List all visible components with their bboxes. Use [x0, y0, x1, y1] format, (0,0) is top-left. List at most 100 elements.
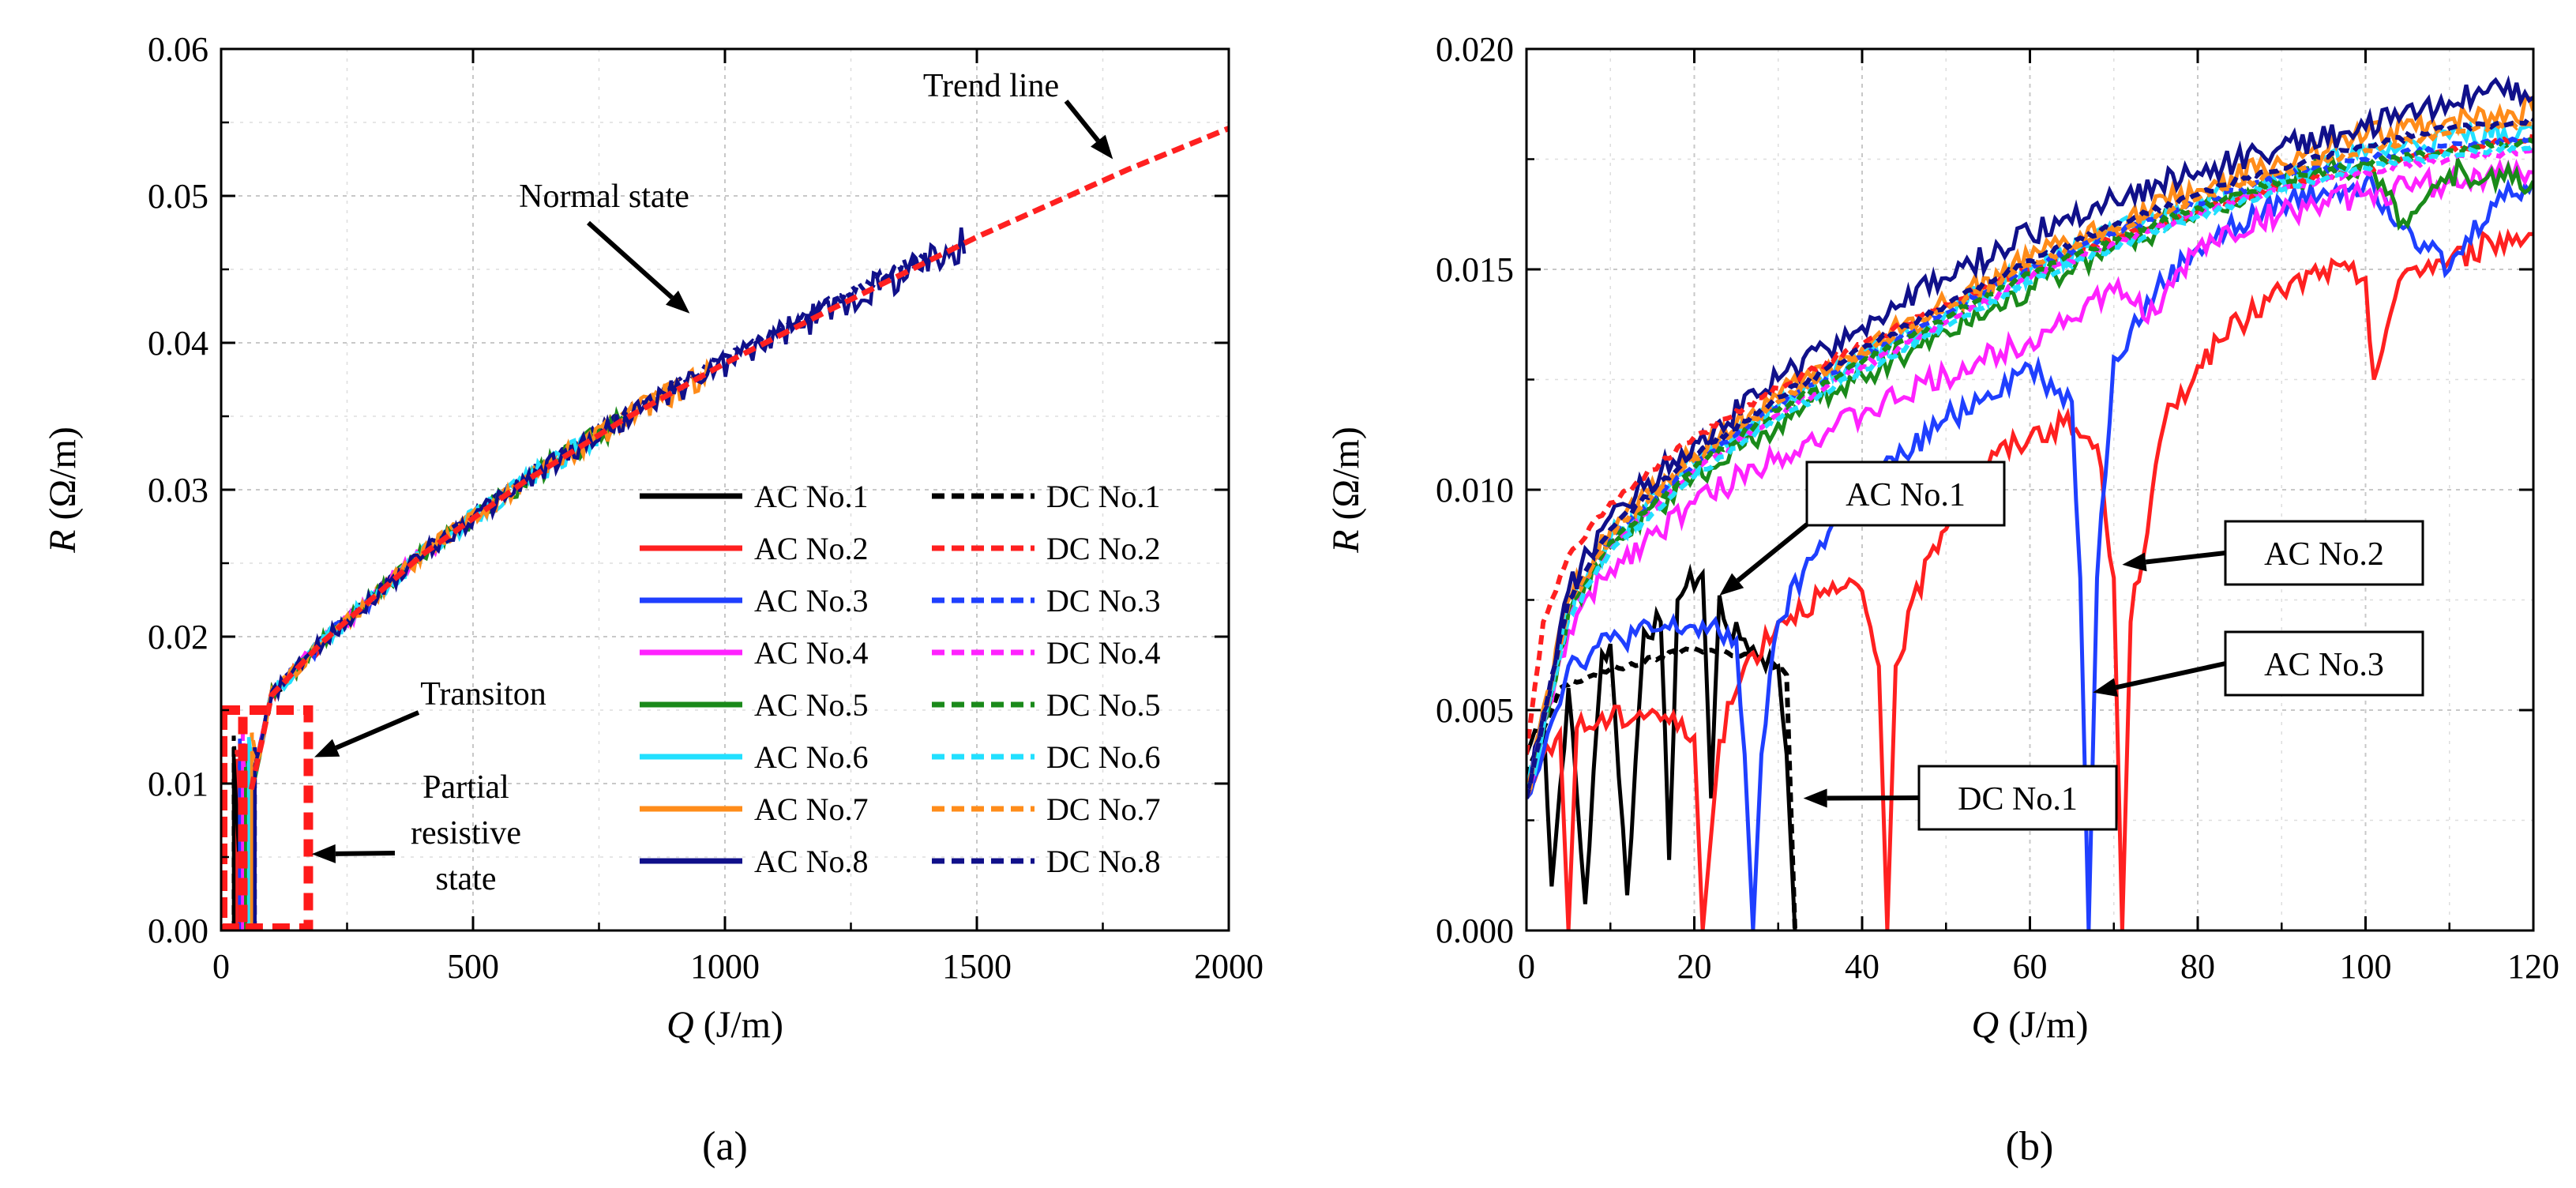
annotation-arrow-shaft: [335, 851, 396, 856]
annotation-arrow-head: [311, 844, 336, 863]
legend-label: DC No.4: [1046, 635, 1160, 671]
callout-ac-no-3: AC No.3: [2093, 630, 2424, 697]
callout-arrow-head: [2093, 678, 2119, 697]
x-axis-unit: (J/m): [694, 1004, 783, 1046]
panel-label: (a): [702, 1124, 748, 1169]
x-tick-label: 120: [2507, 947, 2559, 986]
callout-box: [1805, 461, 2006, 527]
legend-item: AC No.7: [640, 791, 868, 827]
plot-area: [221, 126, 1229, 930]
x-tick-label: 1000: [690, 947, 760, 986]
annotation-partial-resistive: Partial resistive state: [311, 769, 521, 897]
legend-label: DC No.5: [1046, 687, 1160, 723]
x-axis-var: Q: [1972, 1004, 2000, 1046]
panel-a: 0 500 1000 1500 2000 0.00 0.01 0.02 0.03 0.04 0.05…: [42, 30, 1264, 1169]
x-tick-label: 500: [447, 947, 499, 986]
callout-arrow-head: [1803, 788, 1827, 808]
legend-item: DC No.2: [932, 531, 1160, 566]
annotation-line: resistive: [411, 815, 521, 852]
legend-item: DC No.8: [932, 844, 1160, 879]
callout-arrow-head: [1719, 573, 1744, 596]
legend-item: DC No.3: [932, 583, 1160, 618]
annotation-text: Trend line: [923, 68, 1059, 104]
callout-box: [2224, 520, 2424, 586]
annotation-arrow-head: [1091, 134, 1113, 160]
series-dc-no-4: [1526, 147, 2533, 799]
y-tick-label: 0.02: [148, 618, 208, 656]
x-tick-label: 80: [2180, 947, 2215, 986]
x-tick-label: 0: [212, 947, 230, 986]
series-dc-no-6: [1526, 143, 2533, 799]
series-dc-no-5: [1526, 137, 2533, 799]
annotation-arrow-shaft: [1064, 100, 1100, 143]
callout-arrow-head: [2122, 552, 2147, 572]
legend-item: AC No.2: [640, 531, 868, 566]
x-tick-label: 0: [1518, 947, 1535, 986]
legend-item: DC No.7: [932, 791, 1160, 827]
callout-arrow-shaft: [2115, 661, 2226, 690]
annotation-arrow-head: [665, 290, 690, 314]
legend-item: DC No.5: [932, 687, 1160, 723]
callout-text: AC No.2: [2264, 536, 2384, 573]
series-ac-no-6: [1526, 118, 2533, 799]
callout-dc-no-1: DC No.1: [1803, 765, 2118, 831]
legend-label: AC No.7: [754, 791, 868, 827]
legend-label: DC No.6: [1046, 739, 1160, 775]
annotation-arrow-head: [314, 739, 340, 758]
x-axis-unit: (J/m): [1999, 1004, 2088, 1046]
legend-label: AC No.2: [754, 531, 868, 566]
series-ac-no-3: [1526, 168, 2533, 930]
callout-text: DC No.1: [1958, 781, 2078, 818]
y-tick-label: 0.00: [148, 912, 208, 950]
y-tick-label: 0.03: [148, 471, 208, 509]
callout-ac-no-1: AC No.1: [1719, 461, 2006, 596]
annotation-arrow-shaft: [586, 220, 674, 300]
region-partial-resistive: [221, 705, 314, 930]
legend-label: DC No.1: [1046, 479, 1160, 514]
callout-arrow-shaft: [1736, 522, 1808, 583]
legend-item: DC No.4: [932, 635, 1160, 671]
y-axis-var: R: [42, 529, 84, 553]
callout-box: [1917, 765, 2118, 831]
y-tick-label: 0.06: [148, 30, 208, 69]
panel-b: 0 20 40 60 80 100 120 0.000 0.005 0.010 0.015 0.020…: [1325, 30, 2559, 1169]
panel-label: (b): [2006, 1124, 2054, 1169]
x-tick-label: 100: [2340, 947, 2392, 986]
y-tick-label: 0.000: [1436, 912, 1514, 950]
series-dc-no-8: [1526, 114, 2533, 799]
y-tick-label: 0.05: [148, 177, 208, 216]
legend-label: AC No.1: [754, 479, 868, 514]
x-tick-label: 40: [1845, 947, 1879, 986]
annotation-text: Transiton: [420, 676, 546, 712]
legend-label: AC No.6: [754, 739, 868, 775]
legend-item: DC No.1: [932, 479, 1160, 514]
y-tick-label: 0.01: [148, 765, 208, 803]
x-axis-var: Q: [667, 1004, 694, 1046]
series-ac-no-1: [1526, 563, 1797, 930]
y-axis-label: R (Ω/m): [1325, 427, 1367, 554]
y-axis-unit: (Ω/m): [42, 427, 84, 529]
y-tick-label: 0.005: [1436, 691, 1514, 730]
x-axis-label: Q (J/m): [1972, 1004, 2089, 1046]
series-dc-no-1: [1526, 645, 1797, 930]
series-ac-no-4: [1526, 158, 2533, 799]
annotation-normal-state: Normal state: [519, 179, 690, 314]
annotation-text: Partial resistive state: [411, 769, 521, 897]
callout-text: AC No.1: [1846, 477, 1966, 513]
y-tick-label: 0.015: [1436, 250, 1514, 289]
annotation-line: Partial: [422, 769, 509, 806]
plot-area: [1526, 74, 2533, 930]
legend-label: DC No.3: [1046, 583, 1160, 618]
x-axis-label: Q (J/m): [667, 1004, 783, 1046]
series-ac-no-8: [1526, 74, 2533, 799]
annotation-trend-line: Trend line: [923, 68, 1113, 160]
legend-label: DC No.2: [1046, 531, 1160, 566]
series-dc-no-7: [1526, 120, 2533, 799]
y-axis-label: R (Ω/m): [42, 427, 84, 554]
callout-text: AC No.3: [2264, 647, 2384, 683]
legend-label: DC No.8: [1046, 844, 1160, 879]
series-ac-no-4: [241, 532, 449, 930]
annotation-text: Normal state: [519, 179, 689, 215]
trend-line: [248, 126, 1229, 791]
